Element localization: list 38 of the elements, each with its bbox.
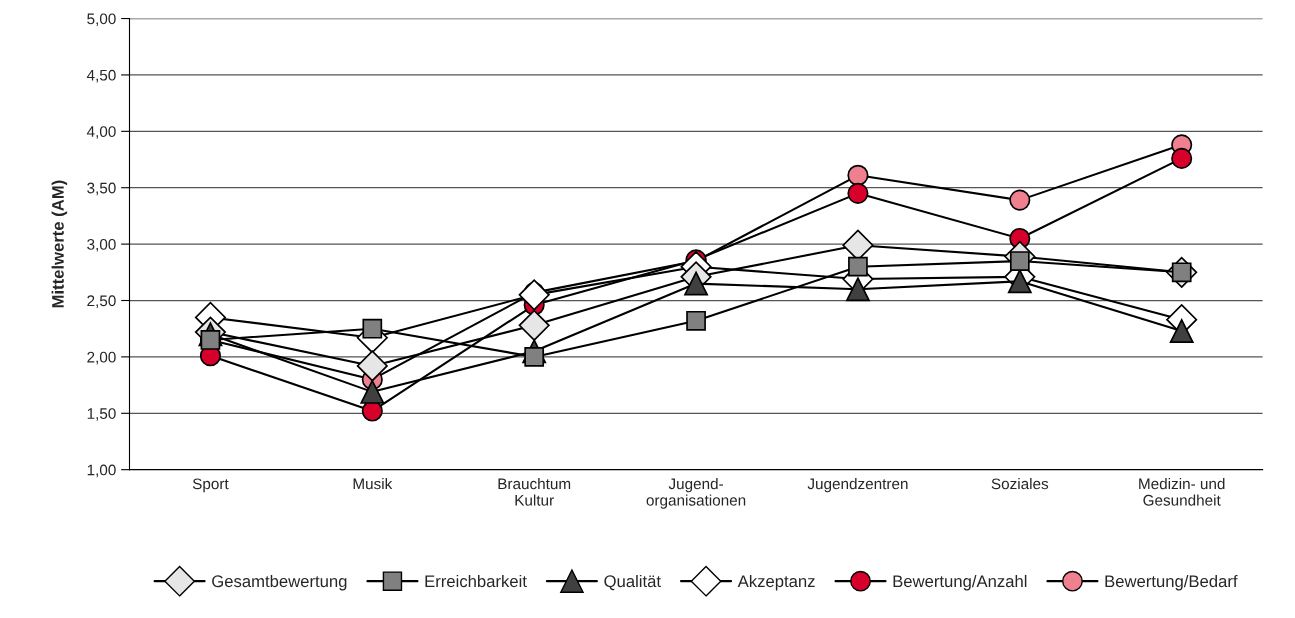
y-tick-label: 1,00 xyxy=(87,464,116,478)
y-tick-label: 1,50 xyxy=(87,408,116,421)
point xyxy=(847,164,869,186)
y-tick-label: 5,00 xyxy=(87,13,116,27)
legend-label: Gesamtbewertung xyxy=(212,574,347,591)
point xyxy=(684,271,709,296)
y-axis-title: Mittelwerte (AM) xyxy=(51,180,68,308)
x-tick-label: Sport xyxy=(192,478,229,493)
legend-label: Bewertung/Anzahl xyxy=(893,574,1027,591)
x-tick-label: Medizin- und Gesundheit xyxy=(1139,478,1225,506)
x-tick-label: Jugend- organisationen xyxy=(646,478,746,509)
point xyxy=(1169,319,1194,343)
point xyxy=(1171,147,1193,169)
y-tick-label: 3,00 xyxy=(87,238,116,252)
y-tick-label: 3,50 xyxy=(87,182,116,196)
point xyxy=(360,379,385,404)
point xyxy=(518,309,550,341)
x-tick-label: Musik xyxy=(353,478,393,490)
y-tick-label: 2,50 xyxy=(87,295,116,308)
x-tick-label: Soziales xyxy=(991,478,1049,490)
point xyxy=(1007,269,1032,294)
point xyxy=(845,277,870,302)
point xyxy=(848,256,868,277)
y-tick-label: 4,50 xyxy=(86,69,116,83)
legend-label: Bewertung/Bedarf xyxy=(1105,574,1238,591)
legend-label: Akzeptanz xyxy=(737,574,815,591)
point xyxy=(362,318,383,339)
y-tick-label: 4,00 xyxy=(86,126,116,139)
legend-label: Qualität xyxy=(604,574,661,591)
point xyxy=(686,310,706,331)
y-tick-label: 2,00 xyxy=(87,351,116,365)
point xyxy=(847,182,869,204)
point xyxy=(518,279,550,311)
point xyxy=(356,350,388,382)
x-tick-label: Brauchtum Kultur xyxy=(498,478,571,506)
point xyxy=(1009,189,1031,211)
legend-label: Erreichbarkeit xyxy=(425,574,527,588)
x-tick-label: Jugendzentren xyxy=(807,478,908,493)
